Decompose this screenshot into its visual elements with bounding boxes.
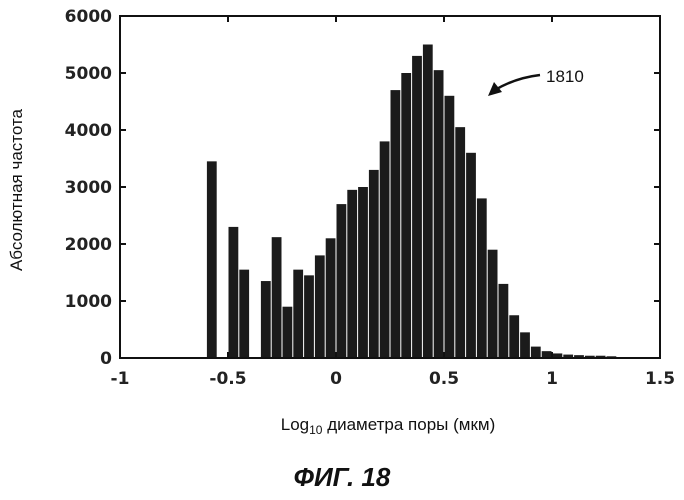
- figure-caption: ФИГ. 18: [293, 462, 391, 492]
- histogram-bar: [390, 90, 401, 358]
- x-axis-label-rest: диаметра поры (мкм): [322, 415, 495, 434]
- histogram-bar: [401, 73, 412, 358]
- annotation-arrowhead: [488, 82, 502, 96]
- histogram-bar: [530, 346, 541, 358]
- y-tick-label: 3000: [65, 178, 112, 198]
- x-axis-label: Log10 диаметра поры (мкм): [281, 415, 496, 437]
- x-axis-label-log: Log: [281, 415, 309, 434]
- ticks-group: -1 -0.5 0 0.5 1 1.5 0 1000 2000 3000 4000 5000 6000: [65, 7, 675, 389]
- histogram-bar: [455, 127, 466, 359]
- x-axis-label-subscript: 10: [309, 423, 323, 437]
- x-tick-label: 1: [546, 369, 558, 389]
- histogram-bar: [595, 355, 606, 358]
- histogram-bar: [260, 281, 271, 358]
- histogram-bar: [476, 198, 487, 358]
- histogram-bar: [282, 306, 293, 358]
- x-tick-label: 1.5: [645, 369, 675, 389]
- histogram-bar: [563, 354, 574, 358]
- y-tick-label: 6000: [65, 7, 112, 27]
- histogram-bar: [422, 44, 433, 358]
- histogram-bar: [433, 70, 444, 359]
- histogram-bar: [271, 237, 282, 358]
- histogram-bar: [466, 152, 476, 358]
- y-axis-label: Абсолютная частота: [7, 108, 26, 271]
- histogram-bar: [584, 355, 595, 358]
- histogram-bar: [206, 161, 217, 358]
- x-tick-label: -0.5: [209, 369, 246, 389]
- histogram-bar: [412, 55, 422, 359]
- y-tick-label: 1000: [65, 292, 112, 312]
- histogram-bar: [358, 187, 368, 358]
- y-tick-label: 0: [100, 349, 112, 369]
- histogram-bar: [228, 226, 239, 358]
- histogram-bar: [487, 249, 498, 358]
- histogram-bar: [304, 275, 314, 358]
- annotation-label: 1810: [546, 67, 584, 86]
- y-tick-label: 4000: [65, 121, 112, 141]
- histogram-bar: [293, 269, 304, 358]
- y-tick-label: 2000: [65, 235, 112, 255]
- histogram-bar: [574, 355, 584, 358]
- histogram-chart: -1 -0.5 0 0.5 1 1.50100020003000400050006000 …: [7, 7, 675, 437]
- histogram-bar: [520, 332, 530, 358]
- histogram-bar: [541, 351, 552, 358]
- histogram-bar: [379, 141, 390, 358]
- histogram-bar: [509, 315, 520, 358]
- x-tick-label: 0.5: [429, 369, 459, 389]
- histogram-bar: [444, 95, 455, 359]
- histogram-bar: [336, 204, 347, 358]
- histogram-bar: [347, 189, 358, 358]
- histogram-bar: [325, 238, 336, 358]
- histogram-bar: [239, 269, 250, 358]
- annotation-group: 1810: [488, 67, 584, 96]
- histogram-bar: [314, 255, 325, 358]
- x-tick-label: -1: [111, 369, 130, 389]
- x-tick-label: 0: [330, 369, 342, 389]
- histogram-bar: [368, 169, 379, 358]
- histogram-bar: [552, 353, 563, 358]
- histogram-bar: [498, 283, 509, 358]
- annotation-arrow: [494, 73, 541, 92]
- bars-group: [206, 44, 617, 359]
- y-tick-label: 5000: [65, 64, 112, 84]
